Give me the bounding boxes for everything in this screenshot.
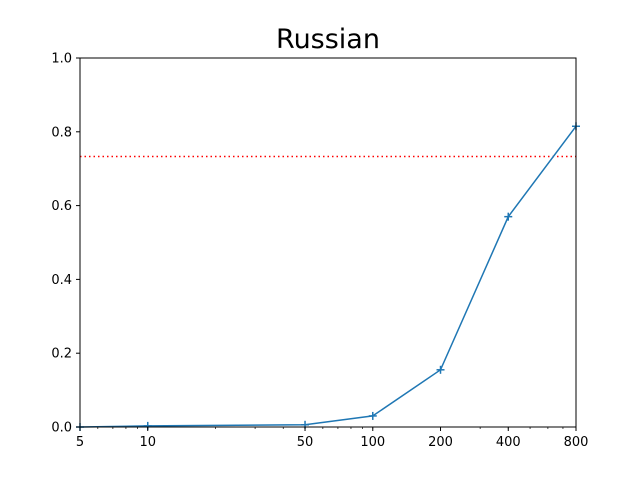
chart-title: Russian (276, 24, 380, 55)
data-point (368, 411, 377, 420)
y-tick-label: 0.4 (51, 273, 72, 288)
y-tick-label: 0.0 (51, 421, 72, 436)
data-point (436, 365, 445, 374)
x-tick-label: 400 (496, 435, 521, 450)
y-tick-label: 1.0 (51, 52, 72, 67)
data-point (504, 212, 513, 221)
series-line-0 (79, 125, 577, 428)
x-tick-label: 10 (139, 435, 156, 450)
y-tick-label: 0.2 (51, 347, 72, 362)
plot-frame (79, 57, 577, 428)
x-tick-label: 50 (297, 435, 314, 450)
plot-area: 0.0 0.2 0.4 0.6 0.8 1.0 5 10 50 100 200 400 800 (51, 52, 588, 451)
x-tick-label: 200 (428, 435, 453, 450)
x-tick-label: 800 (564, 435, 589, 450)
x-tick-label: 100 (360, 435, 385, 450)
x-tick-label: 5 (76, 435, 84, 450)
y-tick-label: 0.6 (51, 199, 72, 214)
y-tick-label: 0.8 (51, 125, 72, 140)
